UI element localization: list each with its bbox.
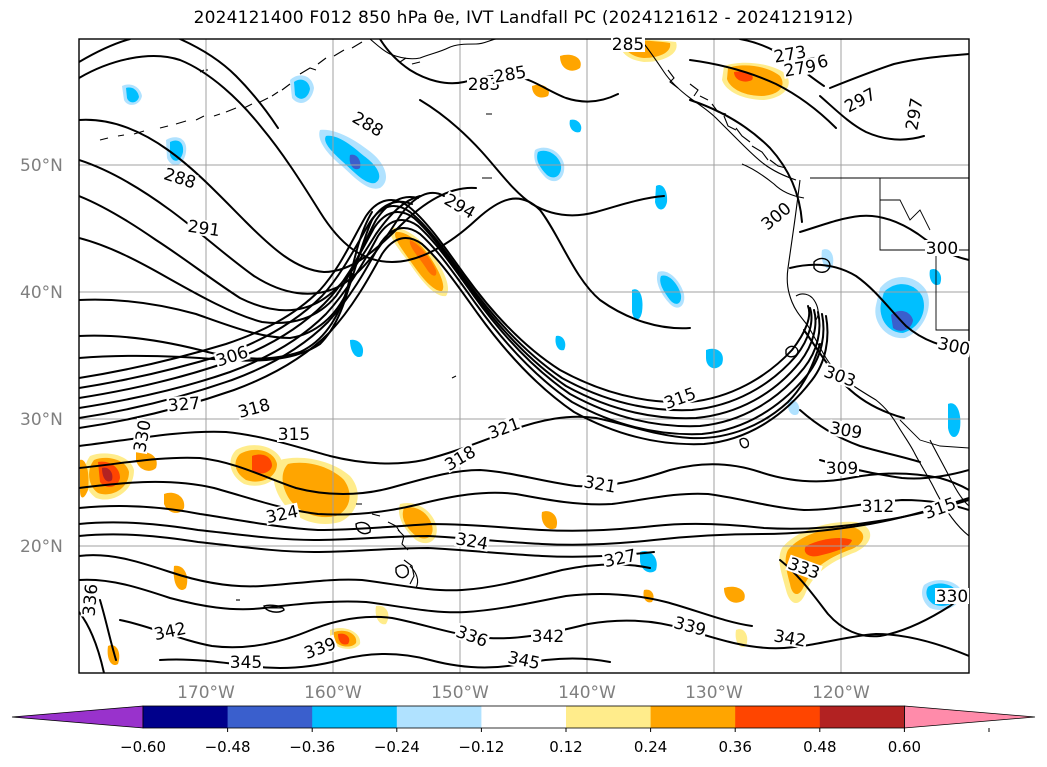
- contour-label-bg: [80, 582, 100, 618]
- colorbar-tick-label: 0.36: [718, 738, 751, 756]
- contour-label-bg: [757, 198, 795, 234]
- contour-label-bg: [925, 240, 959, 256]
- contour-label-bg: [581, 473, 619, 495]
- graticule: [79, 39, 969, 673]
- contour-label-bg: [491, 63, 529, 85]
- contour-label-bg: [441, 442, 479, 474]
- contour-label-bg: [453, 622, 491, 650]
- colorbar-tick-label: 0.24: [634, 738, 667, 756]
- lon-label-120w: 120°W: [812, 683, 870, 703]
- lat-label-40n: 40°N: [20, 283, 63, 303]
- colorbar-tick-label: −0.60: [120, 738, 166, 756]
- contour-label-bg: [467, 76, 501, 92]
- contour-label-bg: [213, 343, 251, 369]
- contour-label-bg: [453, 530, 491, 552]
- contour-label-bg: [611, 36, 645, 52]
- colorbar-tick-label: −0.12: [458, 738, 504, 756]
- contour-label-bg: [861, 498, 895, 514]
- lon-label-160w: 160°W: [304, 683, 362, 703]
- contour-label-327: 327: [167, 394, 201, 417]
- colorbar-segment: [819, 706, 905, 728]
- lat-label-30n: 30°N: [20, 410, 63, 430]
- contour-label-312: 312: [862, 497, 894, 517]
- colorbar-frame: [142, 705, 905, 729]
- ivt-shading-positive: [80, 39, 871, 666]
- colorbar-segment: [227, 706, 313, 728]
- contour-label-330: 330: [936, 587, 968, 607]
- colorbar-tick-labels: −0.60 −0.48 −0.36 −0.24 −0.12 0.12 0.24 0.36 0.4…: [120, 728, 990, 756]
- contour-label-bg: [921, 494, 959, 522]
- theta-e-contours: [79, 39, 969, 673]
- colorbar: [11, 705, 1036, 729]
- contour-label-bg: [821, 362, 859, 390]
- contour-label-bg: [935, 334, 973, 358]
- colorbar-extend-min: [11, 705, 144, 729]
- contour-label-291: 291: [186, 217, 221, 241]
- contour-label-bg: [186, 217, 222, 239]
- contour-label-bg: [235, 395, 273, 421]
- contour-label-bg: [441, 190, 479, 222]
- contour-label-bg: [349, 108, 387, 140]
- contour-label-bg: [827, 419, 865, 441]
- colorbar-tick-label: 0.12: [549, 738, 582, 756]
- colorbar-tick-label: −0.36: [289, 738, 335, 756]
- contour-label-bg: [841, 84, 879, 116]
- colorbar-segment: [481, 706, 567, 728]
- contour-label-bg: [661, 384, 699, 412]
- map-title: 2024121400 F012 850 hPa θe, IVT Landfall…: [193, 8, 854, 28]
- contour-label-bg: [903, 95, 925, 133]
- contour-label-bg: [131, 417, 153, 455]
- lat-label-50n: 50°N: [20, 156, 63, 176]
- political-borders: [810, 177, 969, 449]
- lon-label-170w: 170°W: [177, 683, 235, 703]
- contour-label-309: 309: [826, 459, 858, 479]
- lon-label-140w: 140°W: [558, 683, 616, 703]
- contour-label-315: 315: [278, 425, 310, 445]
- contour-label-bg: [229, 654, 263, 670]
- latitude-labels: 50°N 40°N 30°N 20°N: [20, 156, 63, 557]
- colorbar-segment: [143, 706, 229, 728]
- contour-label-bg: [301, 634, 339, 662]
- contour-label-bg: [161, 165, 199, 191]
- contour-label-bg: [151, 619, 189, 643]
- colorbar-segment: [312, 706, 398, 728]
- lon-label-130w: 130°W: [685, 683, 743, 703]
- contour-label-bg: [671, 613, 709, 639]
- contour-label-345: 345: [230, 653, 262, 673]
- contour-label-283: 283: [468, 75, 500, 95]
- contour-label-bg: [531, 628, 565, 644]
- contour-label-bg: [935, 588, 969, 604]
- colorbar-segment: [735, 706, 821, 728]
- contour-label-bg: [771, 627, 809, 649]
- colorbar-tick-label: −0.48: [205, 738, 251, 756]
- colorbar-tick-label: 0.48: [803, 738, 836, 756]
- colorbar-tick-label: 0.60: [888, 738, 921, 756]
- colorbar-segment: [566, 706, 652, 728]
- colorbar-extend-max: [904, 705, 1036, 729]
- contour-label-285: 285: [612, 35, 644, 55]
- lat-label-20n: 20°N: [20, 537, 63, 557]
- lon-label-150w: 150°W: [431, 683, 489, 703]
- contour-label-bg: [825, 460, 859, 476]
- contour-label-bg: [263, 502, 301, 526]
- contour-label-300: 300: [926, 239, 958, 259]
- contour-label-bg: [485, 414, 523, 442]
- contour-label-bg: [277, 426, 311, 442]
- contour-label-bg: [781, 57, 819, 79]
- contour-label-bg: [505, 648, 543, 672]
- colorbar-tick-label: −0.24: [374, 738, 420, 756]
- contour-label-bg: [166, 394, 202, 414]
- colorbar-segment: [396, 706, 482, 728]
- contour-label-bg: [601, 546, 639, 570]
- contour-label-bg: [785, 554, 823, 582]
- colorbar-segment: [650, 706, 736, 728]
- longitude-labels: 170°W 160°W 150°W 140°W 130°W 120°W: [177, 683, 870, 703]
- contour-label-342: 342: [532, 627, 564, 647]
- contour-label-336: 336: [80, 583, 103, 617]
